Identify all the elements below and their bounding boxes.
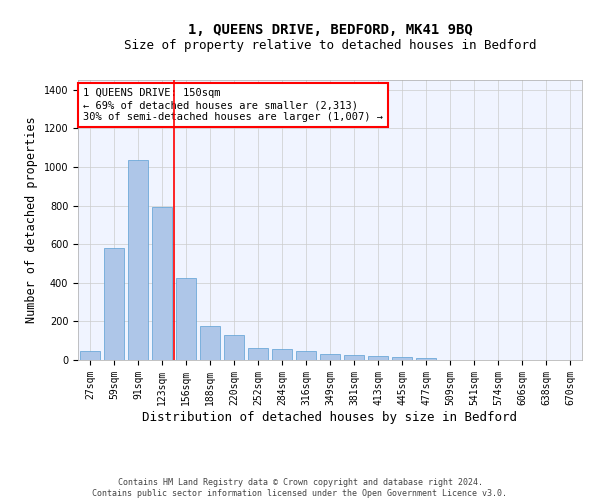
- Bar: [200, 326, 220, 360]
- Bar: [128, 160, 148, 360]
- X-axis label: Distribution of detached houses by size in Bedford: Distribution of detached houses by size …: [143, 410, 517, 424]
- Y-axis label: Number of detached properties: Number of detached properties: [25, 116, 38, 324]
- Bar: [152, 208, 172, 360]
- Bar: [368, 356, 388, 360]
- Text: Size of property relative to detached houses in Bedford: Size of property relative to detached ho…: [124, 39, 536, 52]
- Bar: [80, 351, 100, 360]
- Text: Contains HM Land Registry data © Crown copyright and database right 2024.
Contai: Contains HM Land Registry data © Crown c…: [92, 478, 508, 498]
- Bar: [416, 358, 436, 360]
- Bar: [104, 248, 124, 360]
- Bar: [176, 278, 196, 360]
- Bar: [296, 351, 316, 360]
- Bar: [392, 356, 412, 360]
- Bar: [272, 349, 292, 360]
- Text: 1 QUEENS DRIVE: 150sqm
← 69% of detached houses are smaller (2,313)
30% of semi-: 1 QUEENS DRIVE: 150sqm ← 69% of detached…: [83, 88, 383, 122]
- Bar: [224, 335, 244, 360]
- Bar: [344, 355, 364, 360]
- Bar: [320, 354, 340, 360]
- Bar: [248, 348, 268, 360]
- Text: 1, QUEENS DRIVE, BEDFORD, MK41 9BQ: 1, QUEENS DRIVE, BEDFORD, MK41 9BQ: [188, 22, 472, 36]
